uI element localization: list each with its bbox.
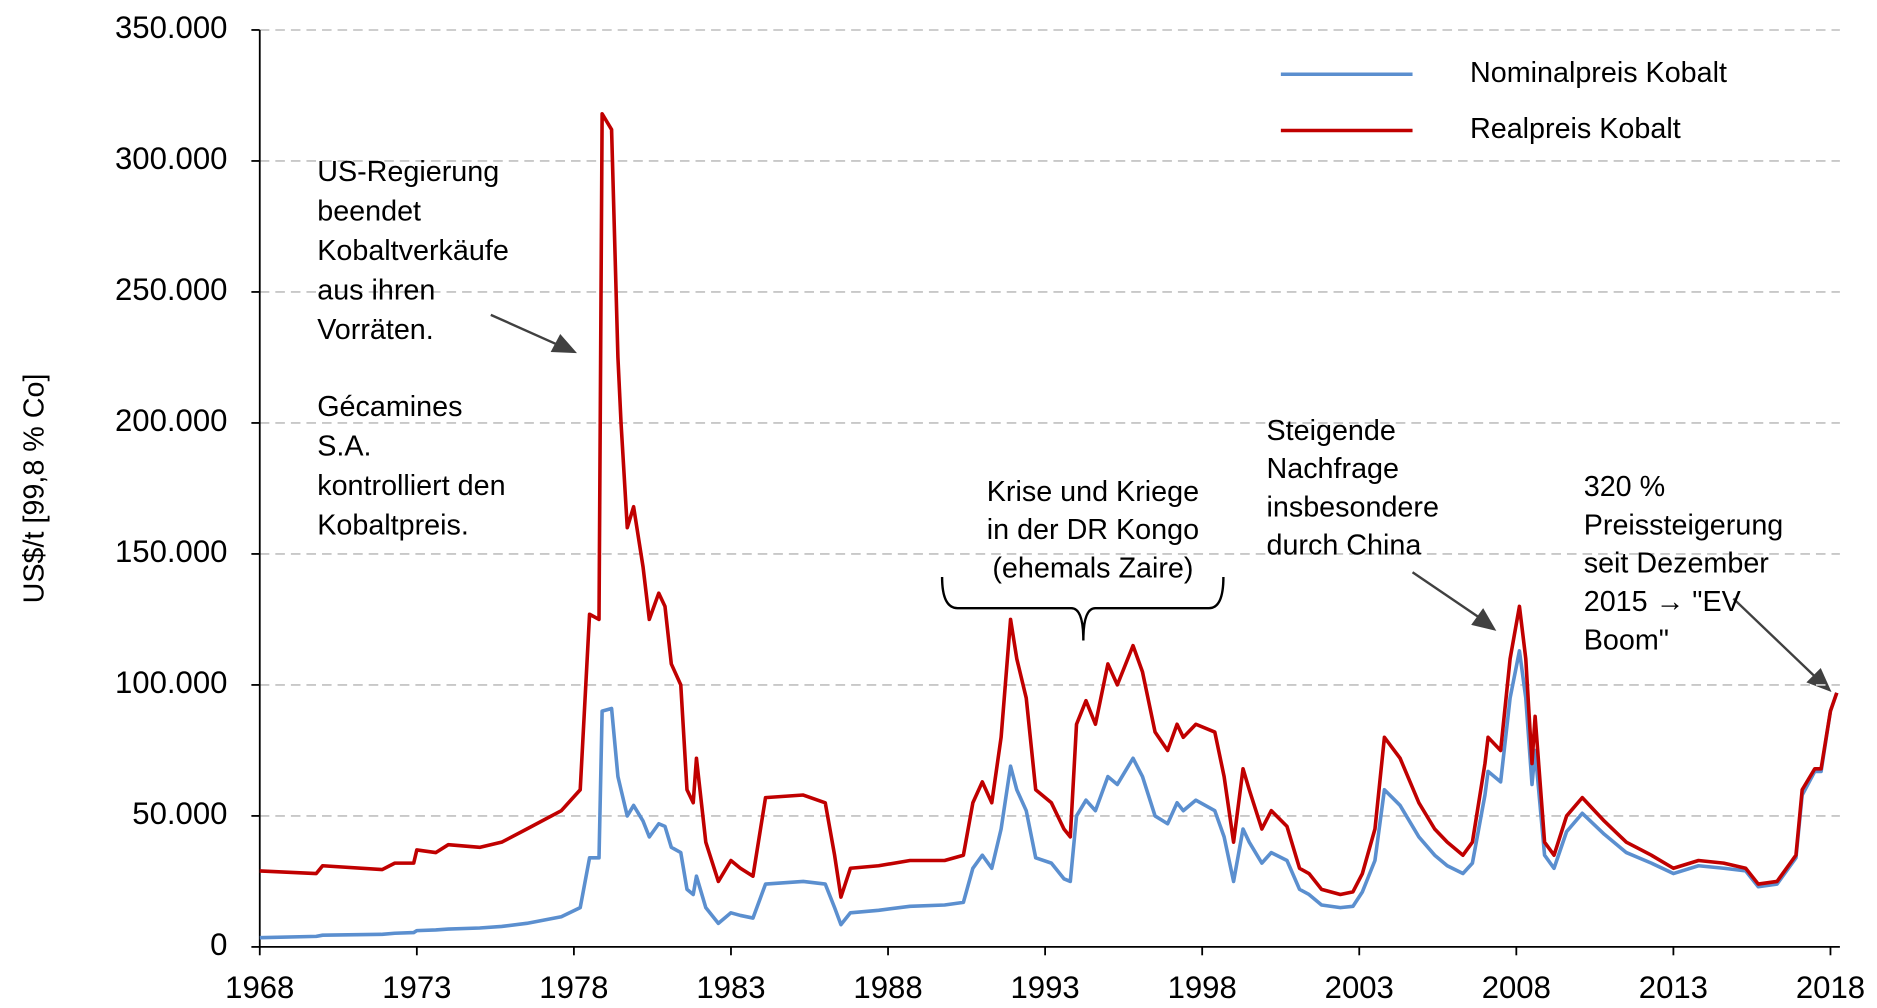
annotation: Boom" [1584, 624, 1669, 656]
x-tick-label: 1993 [1011, 970, 1080, 1005]
annotation: US-Regierung [317, 156, 499, 188]
annotation: in der DR Kongo [987, 514, 1199, 546]
annotation-arrows [490, 313, 1816, 678]
annotation: durch China [1266, 530, 1421, 562]
annotation: S.A. [317, 430, 371, 462]
y-tick-label: 50.000 [132, 796, 227, 831]
x-tick-label: 2013 [1639, 970, 1708, 1005]
series-line [259, 111, 1839, 899]
y-tick-label: 250.000 [115, 272, 227, 307]
x-tick-label: 2003 [1325, 970, 1394, 1005]
arrow-heads [550, 334, 1832, 692]
y-tick-label: 200.000 [115, 403, 227, 438]
x-tick-label: 1983 [696, 970, 765, 1005]
x-tick-label: 1968 [225, 970, 294, 1005]
y-tick-label: 350.000 [115, 10, 227, 45]
annotation: aus ihren [317, 275, 435, 307]
legend-label: Nominalpreis Kobalt [1470, 57, 1727, 89]
annotation: Vorräten. [317, 314, 434, 346]
annotation: Kobaltverkäufe [317, 235, 509, 267]
x-tick-label: 2008 [1482, 970, 1551, 1005]
annotation: Kobaltpreis. [317, 509, 469, 541]
x-tick-label: 1988 [853, 970, 922, 1005]
legend-label: Realpreis Kobalt [1470, 113, 1681, 145]
annotation: insbesondere [1266, 491, 1438, 523]
annotation: (ehemals Zaire) [992, 552, 1193, 584]
annotation: Preissteigerung [1584, 509, 1784, 541]
x-tick-label: 1998 [1168, 970, 1237, 1005]
annotation: Steigende [1266, 415, 1395, 447]
y-tick-label: 150.000 [115, 534, 227, 569]
annotation: Krise und Kriege [987, 476, 1199, 508]
annotation: Gécamines [317, 391, 462, 423]
y-tick-label: 0 [210, 927, 227, 962]
annotation: 2015 → "EV [1584, 586, 1742, 618]
series-line [259, 649, 1839, 940]
annotation: Nachfrage [1266, 453, 1399, 485]
annotation: 320 % [1584, 471, 1665, 503]
x-tick-label: 1973 [382, 970, 451, 1005]
y-axis-label: US$/t [99,8 % Co] [19, 374, 51, 604]
y-tick-label: 300.000 [115, 141, 227, 176]
annotation: seit Dezember [1584, 548, 1770, 580]
y-tick-label: 100.000 [115, 665, 227, 700]
annotation: kontrolliert den [317, 470, 505, 502]
annotation: beendet [317, 196, 421, 228]
x-tick-label: 2018 [1796, 970, 1865, 1005]
x-tick-label: 1978 [539, 970, 608, 1005]
